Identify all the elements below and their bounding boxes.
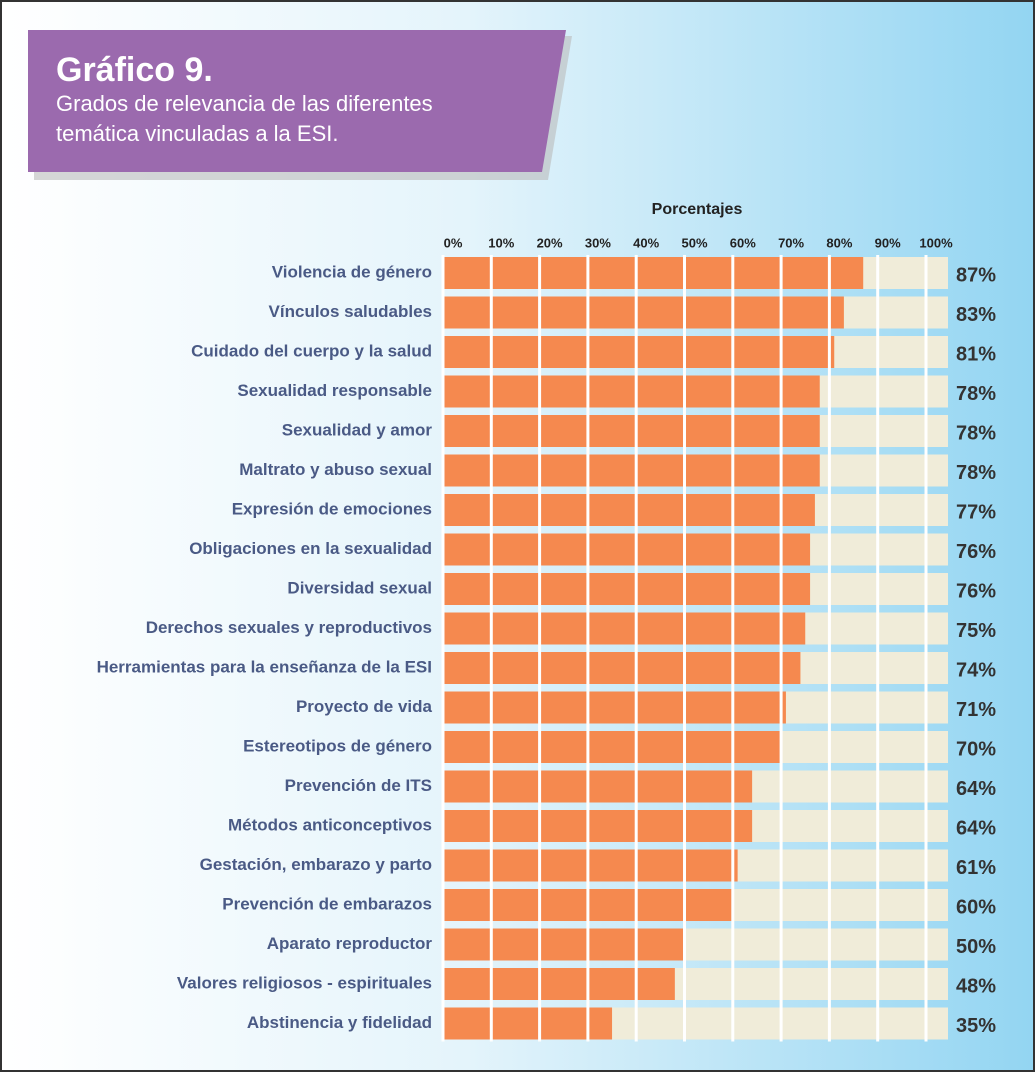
banner [28,30,566,172]
x-tick-label: 70% [778,235,804,250]
y-tick-label: Cuidado del cuerpo y la salud [191,341,432,360]
y-tick-label: Obligaciones en la sexualidad [189,539,432,558]
y-tick-label: Diversidad sexual [287,578,432,597]
bar [443,494,815,526]
bar [443,928,685,961]
y-tick-label: Sexualidad responsable [237,381,432,400]
y-tick-label: Aparato reproductor [267,934,433,953]
bar [443,454,820,487]
x-tick-label: 100% [919,235,953,250]
value-label: 61% [956,857,996,879]
value-label: 75% [956,620,996,642]
value-label: 78% [956,462,996,484]
bar [443,533,811,566]
value-label: 77% [956,501,996,523]
value-label: 83% [956,304,996,326]
x-tick-label: 0% [444,235,463,250]
bar [443,652,801,684]
bar [443,296,844,329]
bar [443,731,782,763]
value-label: 50% [956,936,996,958]
x-tick-label: 60% [730,235,756,250]
chart-subtitle: temática vinculadas a la ESI. [56,121,338,146]
y-tick-label: Expresión de emociones [232,499,432,518]
y-tick-label: Prevención de ITS [285,776,432,795]
value-label: 60% [956,896,996,918]
bar [443,573,811,605]
x-tick-label: 50% [681,235,707,250]
y-tick-label: Sexualidad y amor [282,420,433,439]
y-tick-label: Proyecto de vida [296,697,433,716]
y-tick-label: Estereotipos de género [243,736,432,755]
value-label: 71% [956,699,996,721]
bar [443,691,786,724]
value-label: 48% [956,975,996,997]
bar [443,375,820,408]
y-tick-label: Valores religiosos - espirituales [177,973,432,992]
value-label: 64% [956,817,996,839]
value-label: 35% [956,1015,996,1037]
value-label: 70% [956,738,996,760]
x-tick-label: 30% [585,235,611,250]
value-label: 81% [956,343,996,365]
value-label: 76% [956,541,996,563]
axis-label: Porcentajes [652,201,743,218]
value-label: 76% [956,580,996,602]
x-tick-label: 20% [537,235,563,250]
bar [443,770,753,803]
chart-subtitle: Grados de relevancia de las diferentes [56,91,433,116]
x-tick-label: 80% [826,235,852,250]
y-tick-label: Gestación, embarazo y parto [200,855,432,874]
x-tick-label: 10% [488,235,514,250]
bar [443,968,675,1000]
value-label: 78% [956,383,996,405]
chart-title: Gráfico 9. [56,51,213,89]
bar [443,415,820,447]
y-tick-label: Métodos anticonceptivos [228,815,432,834]
y-tick-label: Violencia de género [272,262,432,281]
value-label: 78% [956,422,996,444]
bar [443,810,753,842]
value-label: 87% [956,264,996,286]
x-tick-label: 40% [633,235,659,250]
bar [443,336,835,368]
value-label: 74% [956,659,996,681]
y-tick-label: Abstinencia y fidelidad [247,1013,432,1032]
y-tick-label: Vínculos saludables [269,302,432,321]
y-tick-label: Herramientas para la enseñanza de la ESI [97,657,432,676]
bar [443,612,806,645]
bar [443,1007,613,1040]
value-label: 64% [956,778,996,800]
y-tick-label: Prevención de embarazos [222,894,432,913]
bar [443,257,864,289]
x-tick-label: 90% [875,235,901,250]
bar [443,849,738,882]
y-tick-label: Derechos sexuales y reproductivos [146,618,432,637]
y-tick-label: Maltrato y abuso sexual [239,460,432,479]
